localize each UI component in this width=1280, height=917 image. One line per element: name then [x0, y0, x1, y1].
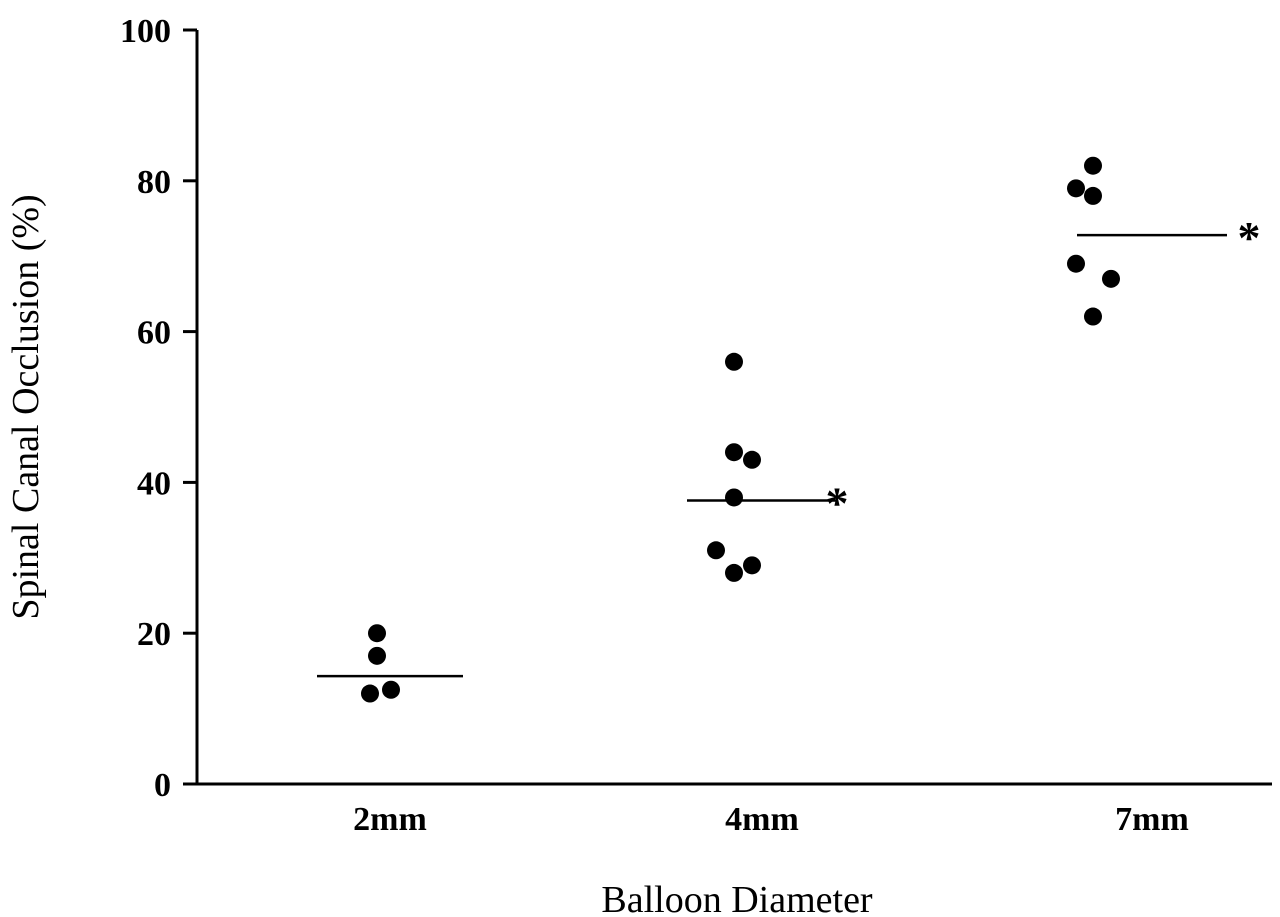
data-point — [725, 443, 743, 462]
data-point — [1084, 186, 1102, 205]
data-point — [725, 352, 743, 371]
y-tick-label: 0 — [154, 767, 171, 804]
data-point — [725, 488, 743, 507]
data-point — [1067, 179, 1085, 198]
data-point — [361, 684, 379, 703]
y-tick-label: 100 — [120, 13, 171, 50]
mean-lines — [317, 233, 1227, 678]
data-point — [743, 450, 761, 469]
data-points — [361, 156, 1120, 703]
data-point — [1084, 307, 1102, 326]
data-point — [1102, 269, 1120, 288]
significance-annotations: ** — [826, 212, 1261, 528]
y-tick-label: 80 — [137, 164, 171, 201]
data-point — [1084, 156, 1102, 175]
data-point — [382, 680, 400, 699]
significance-asterisk: * — [826, 477, 849, 528]
x-axis-title: Balloon Diameter — [601, 879, 873, 917]
data-point — [1067, 254, 1085, 273]
significance-asterisk: * — [1238, 212, 1261, 263]
data-point — [725, 563, 743, 582]
data-point — [368, 646, 386, 665]
y-tick-label: 60 — [137, 315, 171, 352]
x-tick-label: 7mm — [1115, 801, 1189, 838]
y-tick-label: 40 — [137, 465, 171, 502]
data-point — [743, 556, 761, 575]
x-ticks: 2mm 4mm 7mm — [353, 801, 1189, 838]
y-ticks: 0 20 40 60 80 100 — [120, 13, 197, 804]
y-tick-label: 20 — [137, 616, 171, 653]
data-point — [707, 541, 725, 560]
x-tick-label: 2mm — [353, 801, 427, 838]
data-point — [368, 624, 386, 643]
x-tick-label: 4mm — [725, 801, 799, 838]
y-axis-title: Spinal Canal Occlusion (%) — [5, 194, 47, 619]
